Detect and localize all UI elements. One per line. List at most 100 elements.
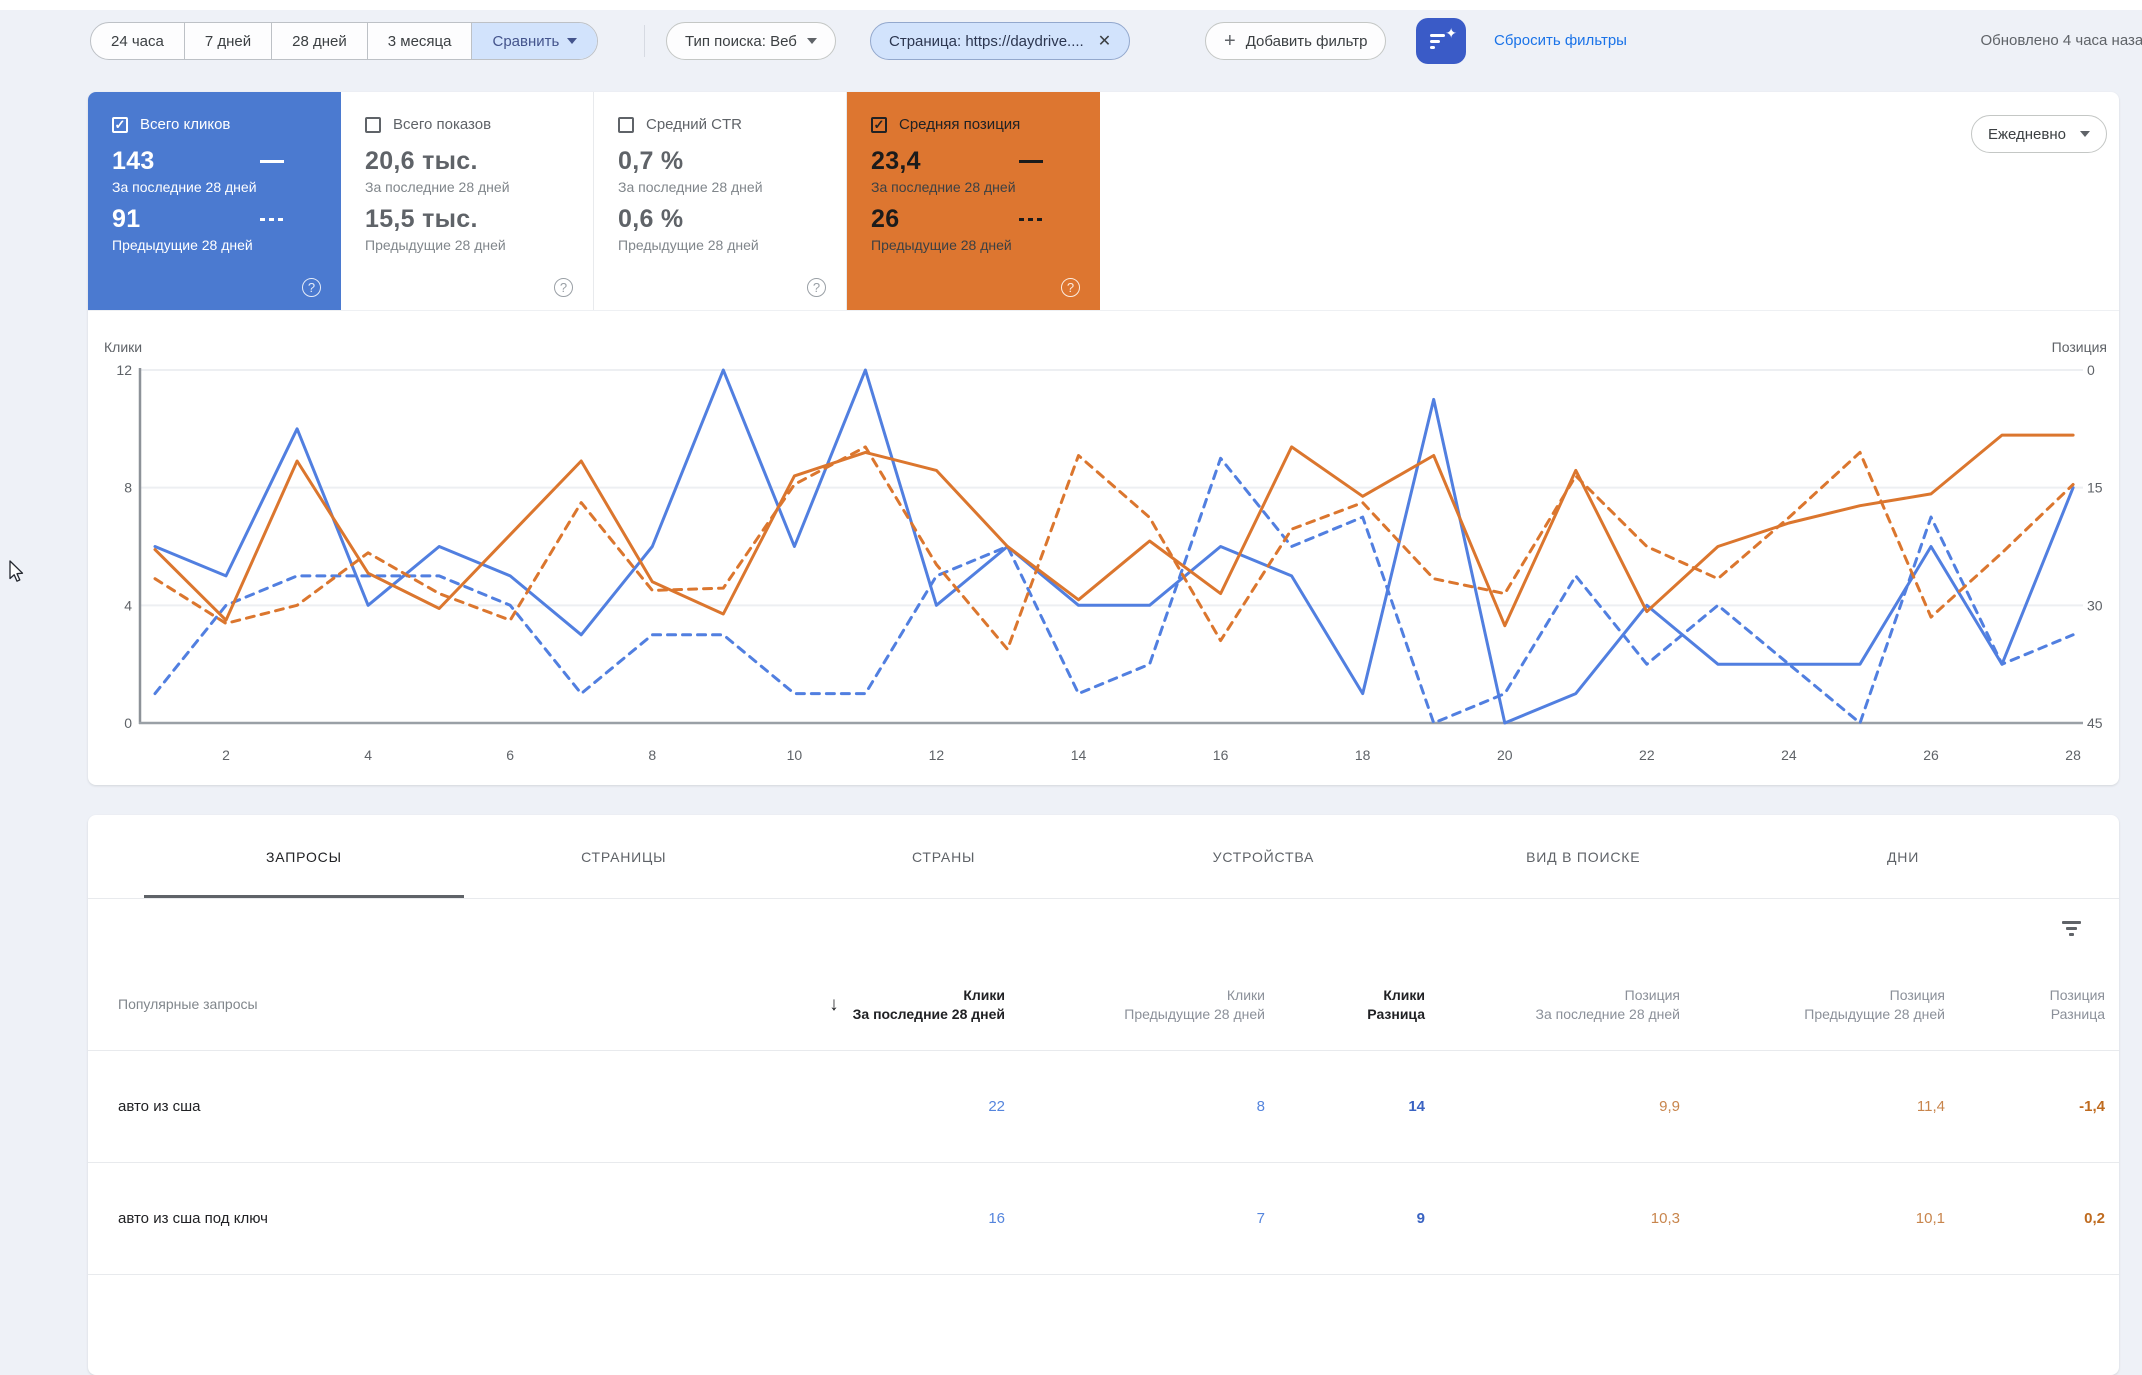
help-icon[interactable]: ? bbox=[1061, 278, 1080, 297]
search-type-dropdown[interactable]: Тип поиска: Веб bbox=[666, 22, 836, 60]
position-current-cell: 9,9 bbox=[1659, 1098, 1680, 1115]
metric-value-current: 143 bbox=[112, 147, 155, 175]
solid-line-indicator bbox=[260, 160, 284, 163]
tab-вид-в-поиске[interactable]: ВИД В ПОИСКЕ bbox=[1526, 848, 1641, 865]
clicks-previous-cell: 7 bbox=[1256, 1210, 1265, 1227]
tab-страны[interactable]: СТРАНЫ bbox=[911, 848, 976, 865]
query-cell: авто из сша bbox=[118, 1098, 201, 1115]
tab-устройства[interactable]: УСТРОЙСТВА bbox=[1212, 848, 1315, 865]
chart-tick-label: 20 bbox=[1497, 747, 1513, 763]
tab-запросы[interactable]: ЗАПРОСЫ bbox=[144, 815, 464, 898]
chevron-down-icon bbox=[2080, 131, 2090, 137]
tab-страницы[interactable]: СТРАНИЦЫ bbox=[581, 848, 667, 865]
metric-label: Всего показов bbox=[393, 116, 492, 133]
column-header-clicks-current[interactable]: ↓ Клики За последние 28 дней bbox=[829, 986, 1005, 1022]
metric-sub-previous: Предыдущие 28 дней bbox=[365, 237, 506, 253]
position-previous-cell: 11,4 bbox=[1916, 1098, 1945, 1115]
page-filter-chip[interactable]: Страница: https://daydrive.... ✕ bbox=[870, 22, 1131, 60]
updated-timestamp: Обновлено 4 часа назад bbox=[1980, 32, 2142, 49]
chart-tick-label: 22 bbox=[1639, 747, 1655, 763]
chart-tick-label: 28 bbox=[2065, 747, 2081, 763]
no-indicator bbox=[513, 218, 537, 221]
column-header-position-current[interactable]: Позиция За последние 28 дней bbox=[1535, 986, 1680, 1022]
help-icon[interactable]: ? bbox=[554, 278, 573, 297]
clicks-current-cell: 22 bbox=[988, 1098, 1005, 1115]
column-header-position-previous[interactable]: Позиция Предыдущие 28 дней bbox=[1804, 986, 1945, 1022]
date-range-group: 24 часа 7 дней 28 дней 3 месяца Сравнить bbox=[90, 22, 599, 60]
dimensions-table-card: ЗАПРОСЫ СТРАНИЦЫ СТРАНЫ УСТРОЙСТВА ВИД В ПОИ… bbox=[88, 815, 2119, 1375]
compare-label: Сравнить bbox=[492, 32, 560, 50]
chart-tick-label: Позиция bbox=[2052, 340, 2107, 355]
checkbox-total-impressions[interactable] bbox=[365, 116, 381, 133]
no-indicator bbox=[766, 218, 790, 221]
metric-card-average-position[interactable]: Средняя позиция 23,4 За последние 28 дне… bbox=[847, 92, 1100, 310]
metric-value-previous: 91 bbox=[112, 205, 141, 233]
table-header-row: Популярные запросы ↓ Клики За последние … bbox=[88, 959, 2119, 1051]
chart-tick-label: 10 bbox=[787, 747, 803, 763]
date-range-7d[interactable]: 7 дней bbox=[185, 23, 273, 59]
series-line-2-solid bbox=[153, 433, 2075, 628]
clicks-previous-cell: 8 bbox=[1256, 1098, 1265, 1115]
date-range-28d[interactable]: 28 дней bbox=[272, 23, 368, 59]
tab-дни[interactable]: ДНИ bbox=[1887, 848, 1920, 865]
ai-filter-button[interactable]: ✦ bbox=[1416, 18, 1466, 64]
add-filter-label: Добавить фильтр bbox=[1245, 32, 1368, 50]
chart-tick-label: 12 bbox=[116, 362, 132, 378]
series-line-3-dashed bbox=[153, 445, 2075, 651]
column-header-clicks-diff[interactable]: Клики Разница bbox=[1367, 986, 1425, 1022]
chart-tick-label: 2 bbox=[222, 747, 230, 763]
chart-tick-label: 6 bbox=[506, 747, 514, 763]
metric-sub-previous: Предыдущие 28 дней bbox=[112, 237, 253, 253]
sort-desc-icon: ↓ bbox=[829, 994, 839, 1015]
position-diff-cell: 0,2 bbox=[2084, 1210, 2105, 1227]
series-line-0-solid bbox=[153, 368, 2075, 725]
chart-tick-label: 16 bbox=[1213, 747, 1229, 763]
chart-tick-label: 14 bbox=[1071, 747, 1087, 763]
metric-sub-current: За последние 28 дней bbox=[112, 179, 257, 195]
column-header-clicks-previous[interactable]: Клики Предыдущие 28 дней bbox=[1124, 986, 1265, 1022]
checkbox-average-ctr[interactable] bbox=[618, 116, 634, 133]
chart-tick-label: 4 bbox=[364, 747, 372, 763]
clicks-diff-cell: 9 bbox=[1416, 1210, 1425, 1227]
compare-dropdown[interactable]: Сравнить bbox=[472, 23, 598, 59]
solid-line-indicator bbox=[1019, 160, 1043, 163]
column-header-position-diff[interactable]: Позиция Разница bbox=[2049, 986, 2105, 1022]
position-previous-cell: 10,1 bbox=[1915, 1210, 1945, 1227]
chart-tick-label: 12 bbox=[929, 747, 945, 763]
dashed-line-indicator bbox=[260, 218, 284, 221]
add-filter-button[interactable]: + Добавить фильтр bbox=[1205, 22, 1387, 60]
series-line-1-dashed bbox=[153, 456, 2075, 725]
checkbox-average-position[interactable] bbox=[871, 116, 887, 133]
chart-tick-label: Клики bbox=[104, 340, 142, 355]
metric-value-previous: 15,5 тыс. bbox=[365, 205, 478, 233]
chevron-down-icon bbox=[567, 38, 578, 44]
date-range-24h[interactable]: 24 часа bbox=[91, 23, 185, 59]
chart-tick-label: 30 bbox=[2087, 597, 2103, 613]
date-range-3m[interactable]: 3 месяца bbox=[368, 23, 473, 59]
clicks-current-cell: 16 bbox=[988, 1210, 1005, 1227]
metric-card-average-ctr[interactable]: Средний CTR 0,7 % За последние 28 дней 0… bbox=[594, 92, 847, 310]
clicks-diff-cell: 14 bbox=[1408, 1098, 1425, 1115]
table-filter-icon[interactable] bbox=[2061, 921, 2081, 939]
chart-tick-label: 18 bbox=[1355, 747, 1371, 763]
position-current-cell: 10,3 bbox=[1650, 1210, 1680, 1227]
metric-card-total-clicks[interactable]: Всего кликов 143 За последние 28 дней 91… bbox=[88, 92, 341, 310]
checkbox-total-clicks[interactable] bbox=[112, 116, 128, 133]
metric-label: Средний CTR bbox=[646, 116, 742, 133]
table-tabs: ЗАПРОСЫ СТРАНИЦЫ СТРАНЫ УСТРОЙСТВА ВИД В ПОИ… bbox=[88, 815, 2119, 899]
granularity-dropdown[interactable]: Ежедневно bbox=[1970, 115, 2107, 153]
page-filter-label: Страница: https://daydrive.... bbox=[889, 32, 1084, 50]
metric-sub-current: За последние 28 дней bbox=[365, 179, 510, 195]
reset-filters-link[interactable]: Сбросить фильтры bbox=[1494, 32, 1627, 49]
column-header-queries: Популярные запросы bbox=[118, 996, 258, 1012]
position-diff-cell: -1,4 bbox=[2079, 1098, 2105, 1115]
dashed-line-indicator bbox=[1019, 218, 1043, 221]
help-icon[interactable]: ? bbox=[302, 278, 321, 297]
search-type-label: Тип поиска: Веб bbox=[685, 32, 797, 50]
help-icon[interactable]: ? bbox=[807, 278, 826, 297]
close-icon[interactable]: ✕ bbox=[1097, 33, 1112, 50]
chart-tick-label: 45 bbox=[2087, 715, 2103, 731]
metric-card-total-impressions[interactable]: Всего показов 20,6 тыс. За последние 28 … bbox=[341, 92, 594, 310]
table-row[interactable]: авто из сша 22 8 14 9,9 11,4 -1,4 bbox=[88, 1051, 2119, 1163]
table-row[interactable]: авто из сша под ключ 16 7 9 10,3 10,1 0,2 bbox=[88, 1163, 2119, 1275]
